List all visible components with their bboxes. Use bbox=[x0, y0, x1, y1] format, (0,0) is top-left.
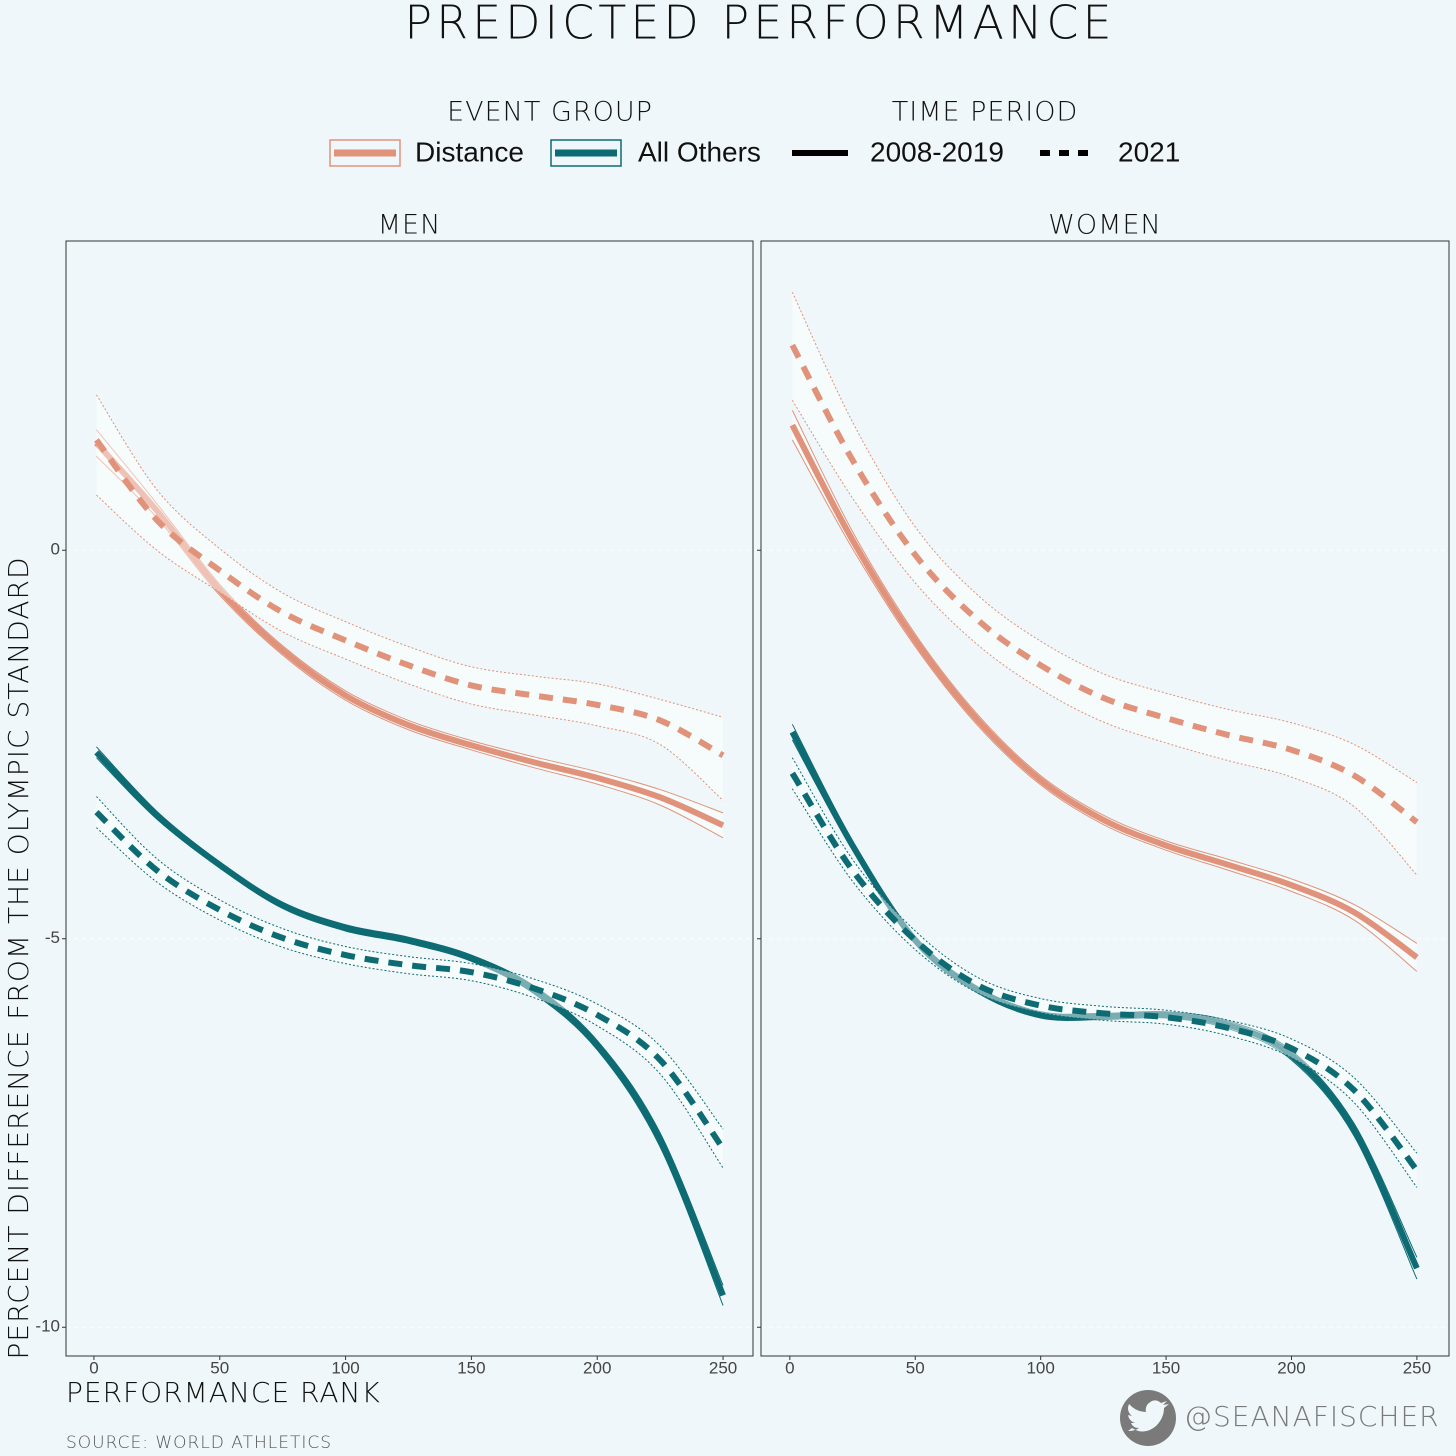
panel-title: WOMEN bbox=[1048, 210, 1162, 241]
band-edge bbox=[791, 757, 1418, 1154]
legend-label: Distance bbox=[415, 136, 524, 167]
line bbox=[94, 438, 725, 758]
line bbox=[789, 771, 1420, 1173]
band-edge bbox=[791, 410, 1418, 944]
x-tick-label: 250 bbox=[709, 1358, 737, 1377]
panel-border bbox=[760, 240, 1450, 1357]
x-tick-label: 0 bbox=[785, 1358, 794, 1377]
source: SOURCE: WORLD ATHLETICS bbox=[66, 1433, 332, 1453]
x-axis-label: PERFORMANCE RANK bbox=[66, 1376, 381, 1409]
chart-title: PREDICTED PERFORMANCE bbox=[404, 0, 1115, 50]
legend-title: TIME PERIOD bbox=[892, 97, 1079, 128]
y-tick-label: -10 bbox=[35, 1317, 60, 1336]
band-edge bbox=[791, 400, 1418, 876]
x-tick-label: 100 bbox=[1026, 1358, 1054, 1377]
line bbox=[789, 730, 1420, 1270]
line bbox=[94, 809, 726, 1151]
band-edge bbox=[96, 796, 724, 1130]
x-tick-label: 150 bbox=[457, 1358, 485, 1377]
x-tick-label: 150 bbox=[1152, 1358, 1180, 1377]
panel-border bbox=[65, 240, 754, 1357]
twitter-bird bbox=[1128, 1400, 1169, 1432]
band-edge bbox=[96, 494, 724, 801]
x-tick-label: 200 bbox=[583, 1358, 611, 1377]
y-axis-label: PERCENT DIFFERENCE FROM THE OLYMPIC STAN… bbox=[2, 556, 35, 1359]
handle: @SEANAFISCHER bbox=[1184, 1400, 1440, 1433]
band-edge bbox=[96, 827, 724, 1169]
legend-label: All Others bbox=[638, 136, 761, 167]
x-tick-label: 200 bbox=[1277, 1358, 1305, 1377]
line bbox=[94, 750, 726, 1297]
legend-title: EVENT GROUP bbox=[447, 97, 653, 128]
line bbox=[94, 441, 725, 829]
band-edge bbox=[96, 455, 724, 839]
legend-label: 2008-2019 bbox=[870, 136, 1004, 167]
band-edge bbox=[791, 788, 1418, 1188]
x-tick-label: 250 bbox=[1403, 1358, 1431, 1377]
y-tick-label: 0 bbox=[51, 540, 60, 559]
confidence-band bbox=[792, 292, 1417, 876]
legend-label: 2021 bbox=[1118, 136, 1180, 167]
line bbox=[789, 343, 1419, 825]
band-edge bbox=[791, 292, 1418, 783]
panel-title: MEN bbox=[378, 210, 442, 241]
line bbox=[789, 423, 1419, 960]
x-tick-label: 50 bbox=[906, 1358, 925, 1377]
legend-key-box bbox=[550, 139, 622, 167]
x-tick-label: 50 bbox=[210, 1358, 229, 1377]
legend-key-box bbox=[329, 139, 401, 167]
y-tick-label: -5 bbox=[45, 928, 60, 947]
x-tick-label: 100 bbox=[331, 1358, 359, 1377]
x-tick-label: 0 bbox=[89, 1358, 98, 1377]
band-edge bbox=[96, 394, 724, 718]
band-edge bbox=[791, 439, 1418, 972]
